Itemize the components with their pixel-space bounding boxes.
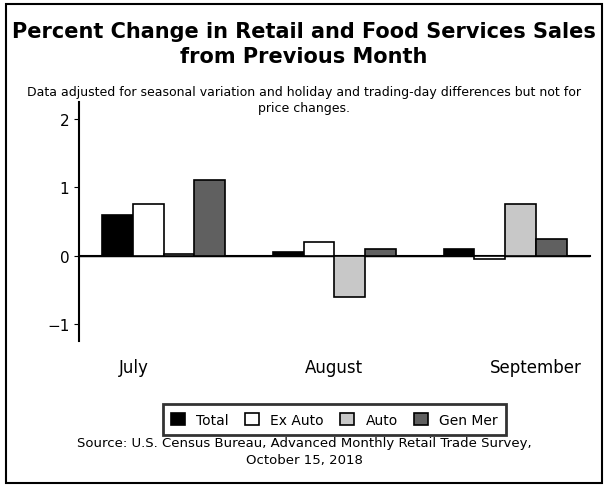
Text: September: September bbox=[489, 359, 581, 377]
Bar bbox=[474, 256, 505, 260]
Text: August: August bbox=[305, 359, 364, 377]
Text: July: July bbox=[119, 359, 148, 377]
Bar bbox=[273, 253, 303, 256]
Text: Source: U.S. Census Bureau, Advanced Monthly Retail Trade Survey,
October 15, 20: Source: U.S. Census Bureau, Advanced Mon… bbox=[77, 436, 531, 466]
Legend: Total, Ex Auto, Auto, Gen Mer: Total, Ex Auto, Auto, Gen Mer bbox=[162, 405, 506, 435]
Bar bbox=[133, 205, 164, 256]
Bar bbox=[334, 256, 365, 297]
Bar bbox=[536, 239, 567, 256]
Bar bbox=[102, 215, 133, 256]
Bar bbox=[365, 249, 396, 256]
Text: Data adjusted for seasonal variation and holiday and trading-day differences but: Data adjusted for seasonal variation and… bbox=[27, 85, 581, 114]
Bar bbox=[164, 255, 195, 256]
Bar bbox=[195, 181, 225, 256]
Bar bbox=[444, 249, 474, 256]
Text: Percent Change in Retail and Food Services Sales
from Previous Month: Percent Change in Retail and Food Servic… bbox=[12, 22, 596, 67]
Bar bbox=[505, 205, 536, 256]
Bar bbox=[303, 243, 334, 256]
